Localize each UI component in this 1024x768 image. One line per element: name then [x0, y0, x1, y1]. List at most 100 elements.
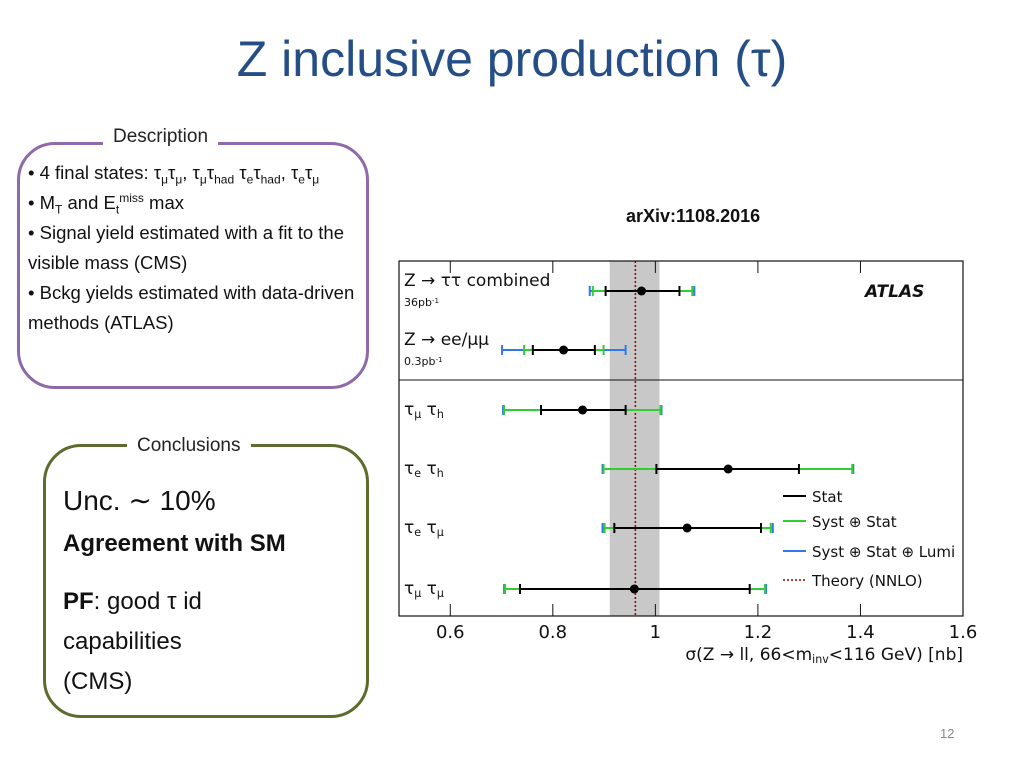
text: -1	[435, 355, 442, 364]
text: , τ	[182, 162, 200, 183]
x-axis-label: σ(Z → ll, 66<minv<116 GeV) [nb]	[685, 645, 963, 666]
text: had	[260, 172, 281, 187]
measurement-point	[723, 464, 733, 474]
text: τ	[206, 162, 215, 183]
text: τ	[168, 162, 176, 183]
text: , τ	[280, 162, 299, 183]
text: capabilities	[63, 628, 182, 655]
bullet-item: • Bckg yields estimated with data-driven…	[28, 278, 358, 338]
legend-label: Theory (NNLO)	[811, 572, 923, 590]
x-tick-label: 1	[650, 622, 661, 643]
legend-label: Stat	[812, 488, 843, 506]
text: τ	[234, 162, 247, 183]
bold-text: PF	[63, 588, 94, 615]
text: τ	[404, 518, 414, 538]
text: e	[246, 172, 254, 187]
text: μ	[414, 408, 421, 421]
description-list: • 4 final states: τμτμ, τμτhad τeτhad, τ…	[28, 158, 358, 338]
text: T	[55, 202, 63, 217]
text: • Signal yield estimated with a fit to t…	[28, 222, 344, 273]
text: μ	[437, 587, 444, 600]
text: • M	[28, 192, 56, 213]
row-label: τμ τh	[404, 400, 444, 421]
text: • Bckg yields estimated with data-driven…	[28, 282, 355, 333]
text: e	[414, 467, 421, 480]
bullet-item: • 4 final states: τμτμ, τμτhad τeτhad, τ…	[28, 158, 358, 188]
text: μ	[161, 172, 169, 187]
text: max	[143, 192, 185, 213]
text: σ(Z → ll, 66<m	[685, 645, 812, 665]
row-label: τe τh	[404, 459, 444, 480]
text: μ	[199, 172, 207, 187]
conclusion-line: Unc. ∼ 10%	[63, 478, 363, 524]
text: miss	[119, 190, 144, 205]
text: μ	[175, 172, 183, 187]
measurement-point	[629, 584, 639, 594]
text: had	[214, 172, 235, 187]
row-label: τe τμ	[404, 518, 444, 539]
bold-text: Agreement with SM	[63, 530, 286, 557]
text: 0.3pb	[404, 355, 435, 368]
text: τ	[253, 162, 261, 183]
theory-band	[609, 261, 660, 616]
text: τ	[421, 579, 437, 599]
slide-title: Z inclusive production (τ)	[236, 31, 788, 87]
text: -1	[432, 296, 439, 305]
reference: arXiv:1108.2016	[626, 206, 761, 226]
text: • 4 final states: τ	[28, 162, 162, 183]
text: e	[414, 526, 421, 539]
row-label: τμ τμ	[404, 579, 444, 600]
x-tick-label: 0.6	[436, 622, 465, 643]
text: (CMS)	[63, 668, 133, 695]
text: Z → ee/μμ	[404, 330, 489, 350]
text: and E	[62, 192, 116, 213]
text: Unc. ∼ 10%	[63, 485, 216, 516]
text: τ	[404, 400, 414, 420]
legend-label: Syst ⊕ Stat	[812, 513, 897, 531]
text: μ	[437, 526, 444, 539]
box-heading: Conclusions	[127, 435, 251, 457]
measurement-point	[637, 286, 647, 296]
text: e	[298, 172, 305, 187]
plot-frame	[398, 260, 964, 617]
text: μ	[414, 587, 421, 600]
text: t	[115, 202, 120, 217]
row-sublabel: 36pb-1	[404, 296, 439, 309]
conclusion-line: (CMS)	[63, 662, 363, 702]
experiment-label: ATLAS	[863, 282, 924, 302]
text: <116 GeV) [nb]	[829, 645, 963, 665]
text: τ	[404, 579, 414, 599]
x-tick-label: 0.8	[538, 622, 567, 643]
box-heading: Description	[103, 126, 219, 148]
measurement-point	[559, 345, 569, 355]
measurement-point	[578, 405, 588, 415]
text: τ	[421, 518, 437, 538]
row-sublabel: 0.3pb-1	[404, 355, 443, 368]
conclusion-line: capabilities	[63, 622, 363, 662]
text: τ	[421, 459, 437, 479]
text: inv	[812, 653, 829, 666]
text: h	[437, 467, 444, 480]
conclusion-line: Agreement with SM	[63, 524, 363, 564]
text: h	[437, 408, 444, 421]
text: τ	[304, 162, 313, 183]
conclusion-line: PF: good τ id	[63, 582, 363, 622]
text: : good τ id	[93, 588, 202, 615]
measurement-point	[682, 523, 692, 533]
text: μ	[312, 172, 320, 187]
text: 36pb	[404, 296, 432, 309]
conclusions-list: Unc. ∼ 10% Agreement with SM PF: good τ id…	[63, 478, 363, 702]
x-tick-label: 1.6	[949, 622, 978, 643]
page-number: 12	[940, 726, 955, 741]
text: Z → ττ combined	[404, 271, 550, 291]
bullet-item: • MT and Etmiss max	[28, 188, 358, 218]
x-tick-label: 1.4	[846, 622, 875, 643]
text: τ	[404, 459, 414, 479]
legend-label: Syst ⊕ Stat ⊕ Lumi	[812, 543, 955, 561]
row-label: Z → ττ combined	[404, 271, 550, 291]
text: τ	[421, 400, 437, 420]
row-label: Z → ee/μμ	[404, 330, 489, 350]
bullet-item: • Signal yield estimated with a fit to t…	[28, 218, 358, 278]
